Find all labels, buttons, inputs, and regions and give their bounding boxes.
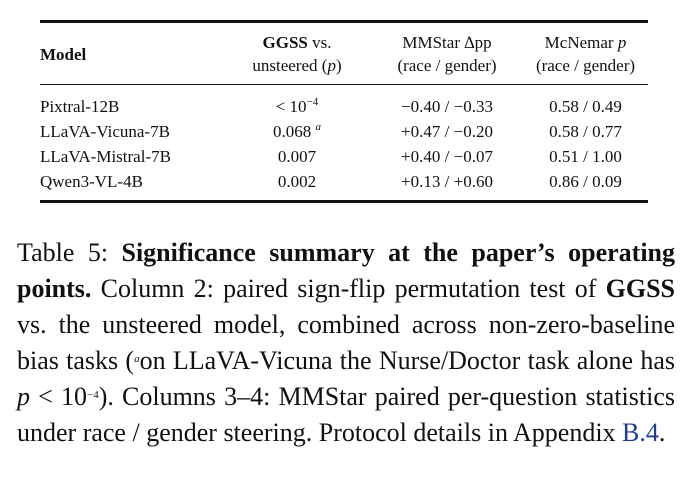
caption-title: Significance summary at the paper’s oper… (17, 238, 675, 303)
table-row: LLaVA-Vicuna-7B 0.068 a +0.47 / −0.20 0.… (40, 119, 648, 144)
appendix-link[interactable]: B.4 (622, 418, 659, 447)
caption-label: Table 5: (17, 238, 109, 267)
mmstar-value: +0.13 / +0.60 (401, 172, 493, 191)
ggss-value: 0.002 (277, 172, 317, 191)
header-mcnemar: McNemar p (race / gender) (535, 33, 636, 75)
model-name: Pixtral-12B (40, 97, 120, 116)
table-caption: Table 5: Significance summary at the pap… (17, 238, 675, 447)
model-name: Qwen3-VL-4B (40, 172, 143, 191)
ggss-value: 0.068 a (273, 121, 321, 142)
model-name: LLaVA-Vicuna-7B (40, 122, 170, 141)
mmstar-value: +0.47 / −0.20 (401, 122, 493, 141)
header-ggss: GGSS vs. unsteered (p) (252, 33, 342, 75)
bottom-rule (40, 200, 648, 203)
table-row: Pixtral-12B < 10−4 −0.40 / −0.33 0.58 / … (40, 85, 648, 119)
table-row: Qwen3-VL-4B 0.002 +0.13 / +0.60 0.86 / 0… (40, 169, 648, 200)
significance-table: Model GGSS vs. unsteered (p) MMStar ∆pp … (40, 23, 648, 200)
model-name: LLaVA-Mistral-7B (40, 147, 171, 166)
header-mmstar: MMStar ∆pp (race / gender) (397, 33, 497, 75)
mcnemar-value: 0.58 / 0.77 (549, 122, 622, 141)
results-table-block: Model GGSS vs. unsteered (p) MMStar ∆pp … (40, 20, 648, 203)
table-header-row: Model GGSS vs. unsteered (p) MMStar ∆pp … (40, 23, 648, 84)
header-model: Model (40, 44, 87, 64)
mmstar-value: +0.40 / −0.07 (401, 147, 493, 166)
ggss-value: 0.007 (277, 147, 317, 166)
mmstar-value: −0.40 / −0.33 (401, 97, 493, 116)
mid-rule (40, 84, 648, 85)
table-row: LLaVA-Mistral-7B 0.007 +0.40 / −0.07 0.5… (40, 144, 648, 169)
mcnemar-value: 0.58 / 0.49 (549, 97, 622, 116)
mcnemar-value: 0.51 / 1.00 (549, 147, 622, 166)
mcnemar-value: 0.86 / 0.09 (549, 172, 622, 191)
ggss-value: < 10−4 (275, 96, 319, 117)
top-rule (40, 20, 648, 23)
